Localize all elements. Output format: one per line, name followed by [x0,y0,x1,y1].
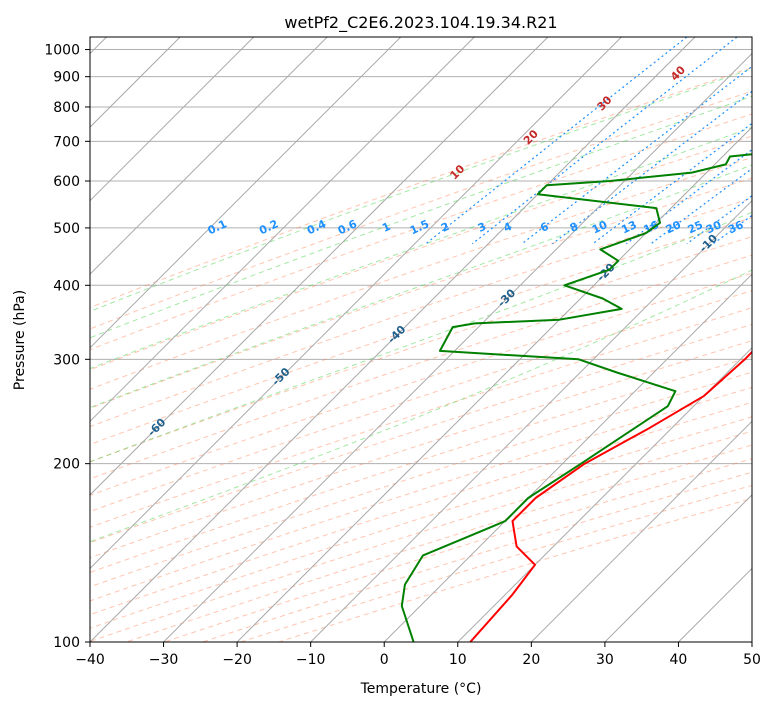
dry-adiabat [90,156,752,390]
mixing-ratio-label: 30 [704,218,724,236]
moist-adiabat [90,68,752,312]
mixing-ratio-label: 1 [380,220,392,235]
dry-adiabat [240,484,752,642]
dry-adiabat [90,430,752,642]
isotherm-line [604,494,752,642]
mixing-ratio-line [425,37,688,245]
y-tick-label: 600 [53,174,80,190]
isotherm-line [678,567,752,642]
x-tick-label: 10 [449,652,467,668]
dry-adiabat [90,254,752,480]
y-tick-label: 800 [53,100,80,116]
isotherm-label: -70 [22,465,45,488]
x-tick-label: −20 [222,652,252,668]
dry-adiabat [90,177,752,409]
isotherm-line [383,273,752,642]
mixing-ratio-label: 1.5 [408,217,431,237]
temperature-line [469,350,752,642]
x-axis: −40 −30 −20 −10 0 10 20 30 40 50 [75,642,761,668]
isotherm-line [236,126,752,642]
dewpoint-line [400,153,752,642]
mixing-ratio-label: 0.1 [206,217,229,237]
x-tick-label: −30 [149,652,179,668]
y-axis: 100 200 300 400 500 600 700 800 900 1000 [44,43,90,651]
x-tick-label: 0 [380,652,389,668]
dry-adiabat [90,416,752,629]
y-tick-label: 1000 [44,43,80,59]
x-tick-label: −10 [296,652,326,668]
y-tick-label: 900 [53,70,80,86]
mixing-ratio-line [686,194,752,245]
isotherm-line [90,37,402,349]
dry-adiabat [164,458,752,642]
dry-adiabat [90,90,752,330]
mixing-ratio-label: 2 [439,220,451,235]
mixing-ratio-label: 0.6 [336,217,359,237]
mixing-ratio-label: 36 [726,218,746,236]
dry-adiabat [90,307,752,528]
y-tick-label: 500 [53,221,80,237]
y-tick-label: 200 [53,457,80,473]
plot-area: -100-90-80-70-60-50-40-30-20-10010203040… [22,37,752,642]
isotherm-line [90,37,328,275]
isotherm-line [90,37,622,570]
mixing-ratio-label: 6 [538,220,551,235]
mixing-ratio-line [650,167,752,245]
x-tick-label: 20 [522,652,540,668]
dry-adiabat [90,290,752,513]
mixing-ratio-label: 0.4 [305,217,328,237]
chart-title: wetPf2_C2E6.2023.104.19.34.R21 [284,13,557,33]
mixing-ratio-line [521,65,752,245]
isotherm-line [90,37,549,496]
mixing-ratio-label: 13 [619,218,638,236]
y-tick-label: 300 [53,352,80,368]
y-tick-label: 700 [53,134,80,150]
moist-adiabat [90,211,752,463]
mixing-ratio-label: 4 [502,220,515,235]
mixing-ratio-label: 25 [686,218,705,236]
isotherm-line [310,199,752,642]
isotherm-line [751,641,752,642]
mixing-ratio-label: 20 [664,218,684,236]
mixing-ratio-line [625,148,752,245]
x-axis-label: Temperature (°C) [360,681,482,697]
y-axis-label: Pressure (hPa) [12,290,28,390]
isotherm-line [90,37,475,423]
isotherm-line [90,37,255,202]
y-tick-label: 400 [53,278,80,294]
mixing-ratio-line [751,242,752,245]
x-tick-label: −40 [75,652,105,668]
wetbulb-label: 20 [521,127,541,147]
x-tick-label: 30 [596,652,614,668]
isotherm-line [90,37,696,642]
dry-adiabat [90,371,752,588]
x-tick-label: 50 [743,652,761,668]
moist-adiabat [90,95,752,339]
moist-adiabat [90,126,752,370]
mixing-ratio-line [592,122,752,245]
wetbulb-label: 10 [447,162,467,182]
dry-adiabat [90,236,752,463]
dry-adiabat [90,401,752,616]
dry-adiabat [278,497,752,642]
mixing-ratio-line [712,214,752,245]
mixing-ratio-label: 10 [590,218,610,236]
plot-frame [89,36,753,643]
y-tick-label: 100 [53,635,80,651]
isotherm-line [457,347,752,642]
isotherm-line [163,52,752,642]
wetbulb-label: 40 [668,63,688,83]
dry-adiabat [90,67,752,309]
isotherm-line [530,420,752,642]
x-tick-label: 40 [670,652,688,668]
mixing-ratio-line [471,37,738,245]
